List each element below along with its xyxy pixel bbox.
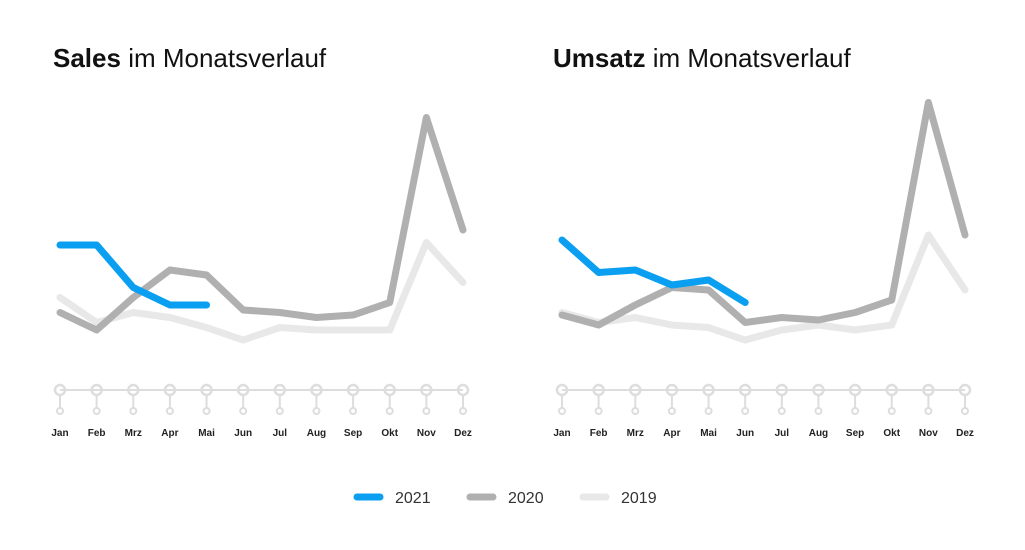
timeline-dot <box>851 407 860 415</box>
timeline-dot <box>202 407 211 415</box>
series-line <box>56 239 467 344</box>
timeline-dot <box>275 407 284 415</box>
x-tick-label: Mrz <box>125 428 142 439</box>
timeline-dot <box>558 407 566 415</box>
timeline-dot <box>814 407 823 415</box>
timeline-dot <box>667 407 676 415</box>
legend-label: 2019 <box>621 490 657 507</box>
x-tick-label: Mai <box>198 428 215 439</box>
x-tick-label: Apr <box>161 428 178 439</box>
x-tick-label: Jan <box>51 428 68 439</box>
timeline-dot <box>631 407 640 415</box>
timeline-dot <box>422 407 431 415</box>
x-tick-label: Nov <box>417 428 436 439</box>
x-tick-label: Jan <box>553 428 570 439</box>
x-tick-label: Aug <box>307 428 326 439</box>
timeline-dot <box>312 407 321 415</box>
x-tick-label: Jun <box>736 428 754 439</box>
timeline-dot <box>704 407 713 415</box>
x-tick-label: Dez <box>956 428 974 439</box>
x-tick-label: Jun <box>234 428 252 439</box>
chart-title: Umsatz im Monatsverlauf <box>553 43 851 73</box>
timeline-dot <box>887 407 896 415</box>
x-tick-label: Sep <box>846 428 864 439</box>
legend-label: 2021 <box>395 490 431 507</box>
series-line <box>558 236 749 306</box>
timeline-dot <box>777 407 786 415</box>
title-bold: Umsatz <box>553 43 645 73</box>
x-tick-label: Feb <box>88 428 106 439</box>
series-line <box>56 241 211 309</box>
timeline-dot <box>924 407 933 415</box>
timeline-dot <box>459 407 467 415</box>
x-tick-label: Jul <box>273 428 288 439</box>
x-tick-label: Okt <box>381 428 398 439</box>
x-tick-label: Feb <box>590 428 608 439</box>
x-tick-label: Nov <box>919 428 938 439</box>
timeline-dot <box>385 407 394 415</box>
timeline-dot <box>349 407 358 415</box>
series-line <box>558 231 969 344</box>
x-tick-label: Jul <box>775 428 790 439</box>
x-tick-label: Aug <box>809 428 828 439</box>
timeline-dot <box>741 407 750 415</box>
x-tick-label: Mrz <box>627 428 644 439</box>
title-bold: Sales <box>53 43 121 73</box>
timeline-dot <box>165 407 174 415</box>
timeline-dot <box>56 407 64 415</box>
x-tick-label: Apr <box>663 428 680 439</box>
timeline-dot <box>961 407 969 415</box>
timeline-dot <box>239 407 248 415</box>
title-text: im Monatsverlauf <box>653 43 852 73</box>
timeline-dot <box>594 407 603 415</box>
series-line <box>56 114 467 334</box>
timeline-dot <box>92 407 101 415</box>
chart-title: Sales im Monatsverlauf <box>53 43 327 73</box>
x-tick-label: Dez <box>454 428 472 439</box>
timeline-dot <box>129 407 138 415</box>
title-text: im Monatsverlauf <box>128 43 327 73</box>
legend-label: 2020 <box>508 490 544 507</box>
x-tick-label: Mai <box>700 428 717 439</box>
series-line <box>558 99 969 329</box>
x-tick-label: Okt <box>883 428 900 439</box>
x-tick-label: Sep <box>344 428 362 439</box>
